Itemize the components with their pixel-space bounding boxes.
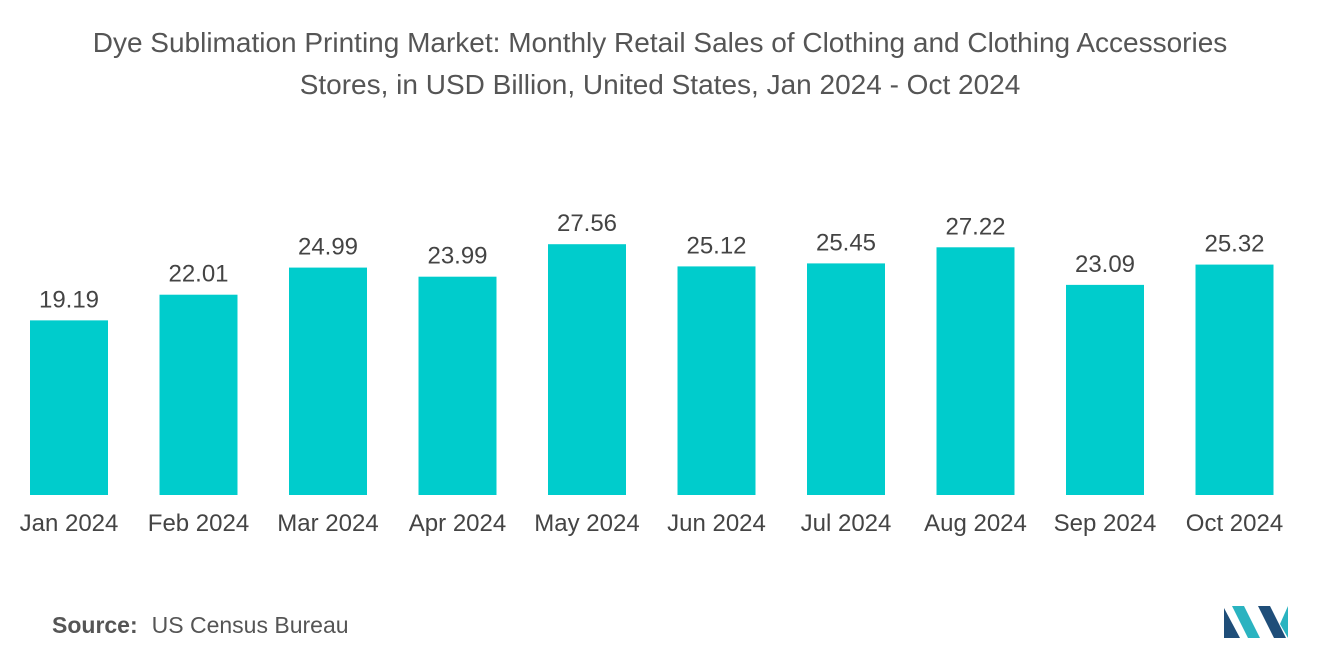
chart-title: Dye Sublimation Printing Market: Monthly… bbox=[0, 22, 1320, 106]
source-text: US Census Bureau bbox=[151, 612, 349, 638]
bar-chart: 19.19 22.01 24.99 23.99 27.56 25.12 25.45 27.22… bbox=[20, 210, 1284, 537]
bar-7 bbox=[807, 263, 885, 495]
mordor-logo-icon bbox=[1224, 606, 1288, 638]
source-label: Source: bbox=[52, 612, 138, 638]
bar-9 bbox=[1066, 284, 1144, 495]
bar-value-label-4: 23.99 bbox=[427, 243, 487, 270]
bar-value-label-1: 19.19 bbox=[39, 286, 99, 313]
bar-value-label-10: 25.32 bbox=[1204, 231, 1264, 258]
x-tick-label-1: Jan 2024 bbox=[20, 510, 119, 537]
bar-value-label-9: 23.09 bbox=[1075, 251, 1135, 278]
bar-3 bbox=[289, 267, 367, 495]
source-note: Source: US Census Bureau bbox=[52, 612, 349, 639]
x-tick-label-10: Oct 2024 bbox=[1186, 510, 1283, 537]
x-tick-label-7: Jul 2024 bbox=[801, 510, 892, 537]
x-tick-label-3: Mar 2024 bbox=[277, 510, 378, 537]
bar-1 bbox=[30, 320, 108, 495]
x-tick-label-8: Aug 2024 bbox=[924, 510, 1027, 537]
x-tick-label-9: Sep 2024 bbox=[1054, 510, 1157, 537]
x-tick-label-5: May 2024 bbox=[534, 510, 639, 537]
x-axis-ticks: Jan 2024 Feb 2024 Mar 2024 Apr 2024 May 2024… bbox=[20, 510, 1284, 537]
bars-group bbox=[30, 244, 1274, 495]
bar-value-label-6: 25.12 bbox=[686, 232, 746, 259]
chart-title-line-2: Stores, in USD Billion, United States, J… bbox=[299, 69, 1021, 100]
bar-6 bbox=[677, 266, 756, 495]
bar-value-label-5: 27.56 bbox=[557, 210, 617, 237]
bar-8 bbox=[936, 247, 1015, 495]
value-labels-group: 19.19 22.01 24.99 23.99 27.56 25.12 25.45 27.22… bbox=[39, 210, 1265, 313]
bar-value-label-7: 25.45 bbox=[816, 229, 876, 256]
x-tick-label-2: Feb 2024 bbox=[148, 510, 249, 537]
bar-4 bbox=[418, 276, 497, 495]
bar-10 bbox=[1195, 264, 1274, 495]
bar-5 bbox=[548, 244, 626, 495]
bar-value-label-8: 27.22 bbox=[945, 213, 1005, 240]
bar-value-label-2: 22.01 bbox=[168, 261, 228, 288]
chart-title-line-1: Dye Sublimation Printing Market: Monthly… bbox=[92, 27, 1228, 58]
bar-value-label-3: 24.99 bbox=[298, 234, 358, 261]
bar-2 bbox=[159, 294, 238, 495]
x-tick-label-6: Jun 2024 bbox=[667, 510, 766, 537]
x-tick-label-4: Apr 2024 bbox=[409, 510, 506, 537]
